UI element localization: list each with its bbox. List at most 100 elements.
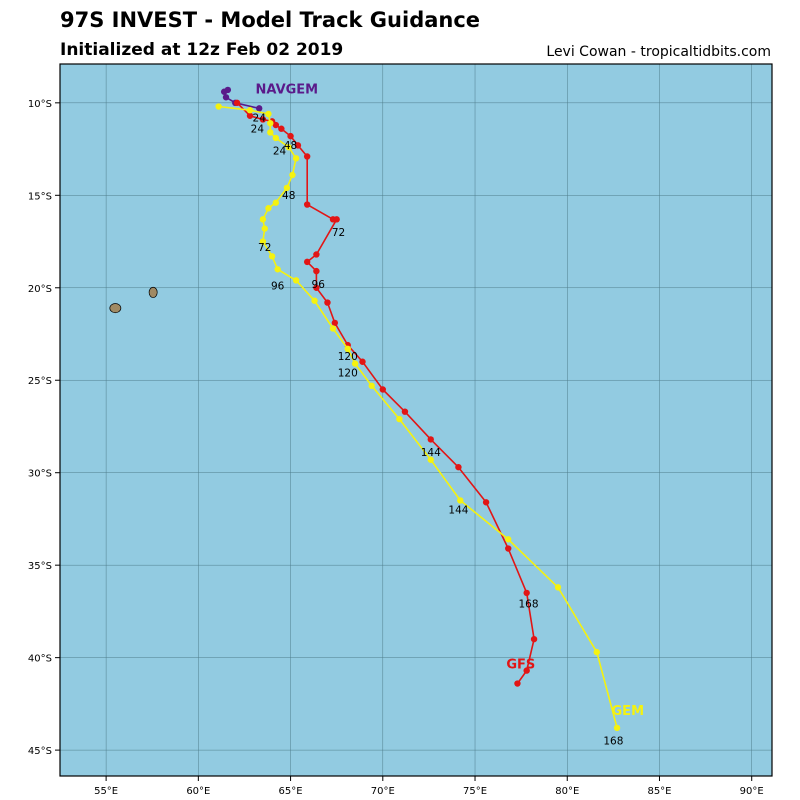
track-point-gem [593,648,600,656]
lat-tick-label: 40°S [28,654,52,665]
track-point-gfs [303,258,311,266]
track-point-gem [261,225,268,232]
track-point-navgem [256,105,263,112]
lat-tick-label: 35°S [28,561,52,572]
track-point-gem [396,415,403,423]
map-frame [59,63,773,777]
track-point-gfs [313,251,320,258]
track-point-gfs [455,463,462,471]
track-point-gem [272,199,280,206]
lon-tick-label: 60°E [186,786,210,797]
credit-text: Levi Cowan - tropicaltidbits.com [546,44,771,60]
lat-tick-label: 45°S [28,746,52,757]
track-point-gfs [505,545,512,552]
forecast-hour-label: 48 [284,140,297,152]
lon-tick-label: 55°E [94,786,118,797]
track-point-gfs [514,680,521,687]
lat-tick-label: 25°S [28,376,52,387]
track-point-gem [272,134,280,142]
lon-tick-label: 90°E [740,786,764,797]
forecast-hour-label: 72 [258,242,271,254]
track-point-gem [265,110,272,118]
track-point-gem [267,129,274,136]
track-point-gfs [303,201,311,208]
track-point-gfs [324,299,331,306]
grid-lines [60,64,772,776]
lon-tick-label: 80°E [555,786,579,797]
lat-tick-label: 10°S [28,99,52,110]
track-point-gfs [331,319,339,327]
forecast-hour-label: 24 [273,146,287,158]
track-point-gem [215,103,222,110]
track-point-gfs [259,116,267,123]
lon-tick-label: 70°E [371,786,395,797]
lon-tick-label: 65°E [279,786,303,797]
track-point-gem [289,171,296,179]
track-point-gfs [482,499,490,506]
forecast-hour-label: 120 [338,368,358,380]
ocean-background [60,64,772,776]
track-point-gfs [287,132,294,140]
track-point-gem [427,456,434,463]
lon-tick-label: 75°E [463,786,487,797]
track-point-gem [351,360,359,367]
track-point-gem [285,144,292,151]
lon-tick-label: 85°E [647,786,671,797]
axis-ticks: 55°E 60°E 65°E 70°E 75°E 80°E 85°E 90°E 10°S 15°S… [28,99,764,797]
track-point-gem [292,155,300,162]
track-point-gem [344,345,351,352]
lat-tick-label: 15°S [28,191,52,202]
track-point-gfs [333,216,340,223]
island-shape [148,286,158,298]
lat-tick-label: 20°S [28,284,52,295]
forecast-hour-label: 24 [251,123,265,135]
track-point-gem [268,253,276,260]
chart-subtitle: Initialized at 12z Feb 02 2019 [60,40,344,60]
track-point-gem [457,497,464,504]
forecast-hour-label: 168 [518,599,538,611]
track-point-gem [259,238,267,245]
forecast-hour-label: 96 [312,279,326,291]
forecast-hour-label: 96 [271,281,285,293]
model-name-label-gem: GEM [612,704,645,719]
track-point-navgem [224,86,232,94]
track-point-gem [554,584,562,591]
model-name-label-navgem: NAVGEM [256,83,319,98]
track-point-gfs [523,667,530,674]
track-point-gfs [233,99,241,107]
track-point-gem [265,205,272,212]
track-point-gfs [359,358,366,365]
model-name-label-gfs: GFS [506,658,535,673]
forecast-hour-label: 24 [253,112,267,124]
model-tracks [215,86,621,732]
track-point-gfs [530,635,538,643]
track-point-gem [274,266,281,273]
forecast-hour-label: 120 [338,351,358,363]
track-point-gem [311,297,318,304]
track-point-gem [267,119,274,127]
track-point-gfs [278,125,285,132]
forecast-hour-label: 144 [421,447,441,459]
track-point-gfs [246,112,254,119]
track-point-gem [292,277,300,284]
track-point-gem [368,382,375,389]
track-labels: NAVGEM24487296120144168GFS24244872961201… [251,83,644,748]
track-point-gfs [294,142,302,149]
land-masses [109,286,158,314]
track-point-gfs [523,589,530,597]
track-point-gem [283,184,291,192]
track-point-gfs [379,386,386,393]
track-point-gfs [313,284,320,291]
forecast-hour-label: 72 [332,227,345,239]
track-point-gfs [427,436,434,443]
track-point-gfs [313,267,320,275]
track-point-gfs [303,153,311,160]
track-point-navgem [222,94,230,101]
forecast-hour-label: 48 [282,190,295,202]
track-point-gem [505,536,512,543]
track-point-gfs [272,121,280,129]
track-point-gem [613,724,621,732]
island-shape [109,303,122,314]
track-point-gem [329,325,337,332]
